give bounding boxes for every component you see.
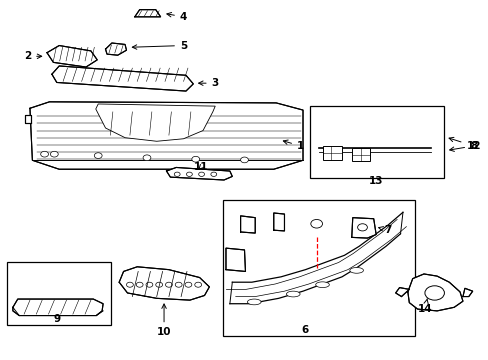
Text: 2: 2 — [24, 51, 41, 61]
Text: 5: 5 — [132, 41, 187, 50]
Circle shape — [240, 157, 248, 163]
FancyBboxPatch shape — [351, 148, 369, 161]
Circle shape — [41, 151, 48, 157]
Circle shape — [50, 151, 58, 157]
Text: 13: 13 — [368, 176, 383, 186]
Circle shape — [191, 156, 199, 162]
Circle shape — [184, 282, 191, 287]
Polygon shape — [417, 144, 444, 159]
Polygon shape — [96, 104, 215, 141]
Circle shape — [136, 282, 143, 287]
Polygon shape — [166, 167, 232, 180]
Circle shape — [156, 282, 162, 287]
Ellipse shape — [349, 267, 363, 273]
Circle shape — [424, 286, 444, 300]
Ellipse shape — [247, 299, 261, 305]
Text: 3: 3 — [198, 78, 219, 88]
Polygon shape — [47, 45, 97, 67]
Circle shape — [126, 282, 133, 287]
Text: 14: 14 — [417, 298, 431, 314]
Text: 7: 7 — [378, 225, 391, 235]
Circle shape — [146, 282, 153, 287]
Bar — [6, 262, 111, 325]
Circle shape — [165, 282, 172, 287]
Text: 10: 10 — [157, 304, 171, 337]
Polygon shape — [225, 248, 245, 271]
Text: 6: 6 — [301, 325, 308, 335]
Circle shape — [357, 224, 366, 231]
Circle shape — [175, 282, 182, 287]
Circle shape — [310, 220, 322, 228]
Text: 8: 8 — [449, 141, 476, 152]
Polygon shape — [273, 213, 284, 231]
Circle shape — [198, 172, 204, 176]
Polygon shape — [105, 43, 126, 55]
Polygon shape — [52, 66, 193, 91]
Polygon shape — [30, 102, 303, 169]
Circle shape — [143, 155, 151, 161]
Circle shape — [210, 172, 216, 176]
Polygon shape — [351, 218, 375, 238]
Bar — [222, 200, 414, 336]
FancyBboxPatch shape — [322, 146, 341, 160]
Polygon shape — [119, 267, 209, 300]
Polygon shape — [240, 216, 255, 233]
Polygon shape — [462, 288, 472, 297]
Circle shape — [186, 172, 192, 176]
Polygon shape — [395, 288, 408, 297]
Circle shape — [94, 153, 102, 158]
Text: 9: 9 — [53, 314, 60, 324]
Circle shape — [194, 282, 201, 287]
Polygon shape — [25, 116, 31, 123]
Text: 4: 4 — [166, 12, 187, 22]
Text: 12: 12 — [448, 138, 480, 151]
Circle shape — [174, 172, 180, 176]
Polygon shape — [407, 274, 462, 311]
Ellipse shape — [286, 291, 300, 297]
Bar — [310, 107, 444, 178]
Text: 11: 11 — [193, 162, 207, 172]
Polygon shape — [135, 10, 160, 17]
Ellipse shape — [315, 282, 329, 288]
Text: 1: 1 — [283, 140, 304, 151]
Polygon shape — [13, 299, 103, 316]
